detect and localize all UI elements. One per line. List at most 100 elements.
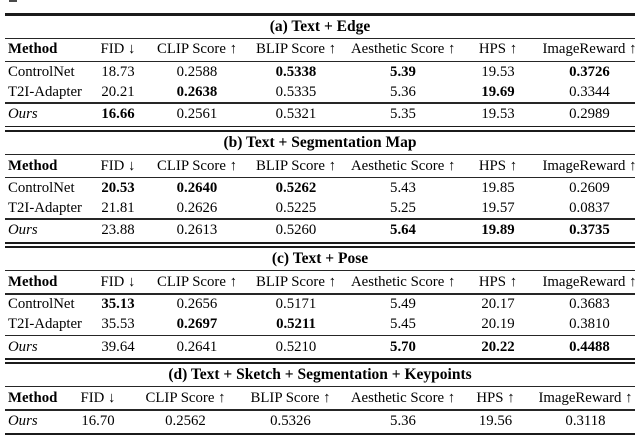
cell-hps: 19.53 [481, 63, 515, 80]
cell-clip-score: 0.2641 [176, 338, 218, 355]
cell-imagereward: 0.3810 [569, 316, 610, 333]
header-clip-score: CLIP Score ↑ [156, 157, 237, 174]
table-row-t2i-adapter: T2I-Adapter 20.21 0.2638 0.5335 5.36 19.69 0.3… [5, 82, 635, 102]
cell-blip-score: 0.5335 [275, 83, 317, 100]
subtable-d-caption: (d) Text + Sketch + Segmentation + Keypo… [168, 366, 472, 384]
cell-clip-score: 0.2588 [176, 63, 218, 80]
cell-method: T2I-Adapter [8, 200, 82, 217]
header-blip-score: BLIP Score ↑ [255, 273, 336, 290]
cell-hps: 19.69 [481, 83, 515, 100]
cell-imagereward: 0.2609 [569, 180, 610, 197]
subtable-separator-double-rule [5, 241, 635, 248]
cell-hps: 19.85 [481, 180, 515, 197]
cell-imagereward: 0.3735 [569, 222, 610, 239]
header-row: Method FID ↓ CLIP Score ↑ BLIP Score ↑ Aesth… [5, 271, 637, 293]
header-imagereward: ImageReward ↑ [538, 390, 633, 406]
cell-fid: 21.81 [101, 200, 135, 217]
header-fid: FID ↓ [80, 390, 116, 406]
tables-root: (a) Text + Edge Method FID ↓ CLIP Score ↑ BL… [5, 13, 637, 436]
cell-method: ControlNet [8, 180, 75, 197]
separator-line [5, 358, 635, 360]
cell-aesthetic-score: 5.25 [390, 200, 416, 217]
cell-method: T2I-Adapter [8, 83, 82, 100]
cell-clip-score: 0.2656 [176, 296, 218, 313]
table-top-rule [5, 13, 635, 16]
table-row-ours: Ours 16.70 0.2562 0.5326 5.36 19.56 0.3118 [5, 411, 635, 433]
cell-hps: 19.57 [481, 200, 515, 217]
cell-imagereward: 0.3344 [569, 83, 610, 100]
cell-aesthetic-score: 5.45 [390, 316, 416, 333]
cell-aesthetic-score: 5.70 [390, 338, 416, 355]
header-rule [5, 293, 635, 295]
cell-blip-score: 0.5211 [276, 316, 316, 333]
header-imagereward: ImageReward ↑ [542, 273, 637, 290]
cell-clip-score: 0.2626 [176, 200, 218, 217]
caption-rule [5, 386, 635, 388]
table-row-controlnet: ControlNet 35.13 0.2656 0.5171 5.49 20.17 0.36… [5, 295, 635, 315]
subtable-c: (c) Text + Pose Method FID ↓ CLIP Score ↑ BL… [5, 248, 637, 358]
header-aesthetic-score: Aesthetic Score ↑ [351, 41, 456, 58]
header-fid: FID ↓ [100, 41, 136, 58]
cell-method: Ours [8, 222, 38, 239]
cell-imagereward: 0.2989 [569, 106, 610, 123]
subtable-d: (d) Text + Sketch + Segmentation + Keypo… [5, 364, 635, 433]
cell-blip-score: 0.5210 [275, 338, 317, 355]
subtable-a: (a) Text + Edge Method FID ↓ CLIP Score ↑ BL… [5, 16, 637, 126]
separator-line [5, 246, 635, 248]
cell-blip-score: 0.5171 [275, 296, 317, 313]
header-imagereward: ImageReward ↑ [542, 41, 637, 58]
separator-line [5, 362, 635, 365]
cell-imagereward: 0.0837 [569, 200, 610, 217]
cell-fid: 39.64 [101, 338, 135, 355]
cell-method: Ours [8, 106, 38, 123]
cell-imagereward: 0.3726 [569, 63, 610, 80]
subtable-separator-double-rule [5, 358, 635, 365]
separator-line [5, 125, 635, 128]
subtable-separator-double-rule [5, 125, 635, 132]
header-row: Method FID ↓ CLIP Score ↑ BLIP Score ↑ Aesth… [5, 155, 637, 177]
cell-aesthetic-score: 5.43 [390, 180, 416, 197]
ours-separator-rule [5, 334, 635, 337]
table-bottom-rule [5, 432, 635, 436]
cell-imagereward: 0.3683 [569, 296, 610, 313]
header-blip-score: BLIP Score ↑ [255, 41, 336, 58]
subtable-b-caption: (b) Text + Segmentation Map [223, 133, 417, 151]
cell-aesthetic-score: 5.39 [390, 63, 416, 80]
cell-fid: 16.66 [101, 106, 135, 123]
header-row: Method FID ↓ CLIP Score ↑ BLIP Score ↑ Aesth… [5, 39, 637, 61]
cell-imagereward: 0.3118 [565, 413, 606, 430]
header-imagereward: ImageReward ↑ [542, 157, 637, 174]
header-fid: FID ↓ [100, 273, 136, 290]
cell-aesthetic-score: 5.64 [390, 222, 416, 239]
subtable-c-caption: (c) Text + Pose [271, 249, 369, 267]
cell-clip-score: 0.2613 [176, 222, 218, 239]
header-clip-score: CLIP Score ↑ [156, 41, 237, 58]
separator-line [5, 241, 635, 244]
header-aesthetic-score: Aesthetic Score ↑ [351, 273, 456, 290]
caption-rule [5, 153, 635, 156]
table-row-controlnet: ControlNet 20.53 0.2640 0.5262 5.43 19.85 0.26… [5, 178, 635, 198]
separator-line [5, 129, 635, 132]
cell-aesthetic-score: 5.36 [390, 413, 416, 430]
cell-aesthetic-score: 5.49 [390, 296, 416, 313]
cell-fid: 20.21 [101, 83, 135, 100]
cell-clip-score: 0.2697 [176, 316, 218, 333]
header-aesthetic-score: Aesthetic Score ↑ [351, 157, 456, 174]
header-method: Method [8, 273, 58, 290]
cell-method: T2I-Adapter [8, 316, 82, 333]
cell-clip-score: 0.2562 [165, 413, 206, 430]
cell-blip-score: 0.5225 [275, 200, 317, 217]
table-row-ours: Ours 39.64 0.2641 0.5210 5.70 20.22 0.4488 [5, 336, 635, 358]
cell-hps: 19.53 [481, 106, 515, 123]
cell-hps: 20.22 [481, 338, 515, 355]
cell-blip-score: 0.5262 [275, 180, 317, 197]
cell-blip-score: 0.5338 [275, 63, 317, 80]
cell-hps: 19.89 [481, 222, 515, 239]
table-row-t2i-adapter: T2I-Adapter 35.53 0.2697 0.5211 5.45 20.19 0.3… [5, 315, 635, 335]
cell-clip-score: 0.2561 [176, 106, 218, 123]
cell-aesthetic-score: 5.36 [390, 83, 416, 100]
cell-method: Ours [8, 413, 38, 430]
cell-method: Ours [8, 338, 38, 355]
header-rule [5, 177, 635, 179]
